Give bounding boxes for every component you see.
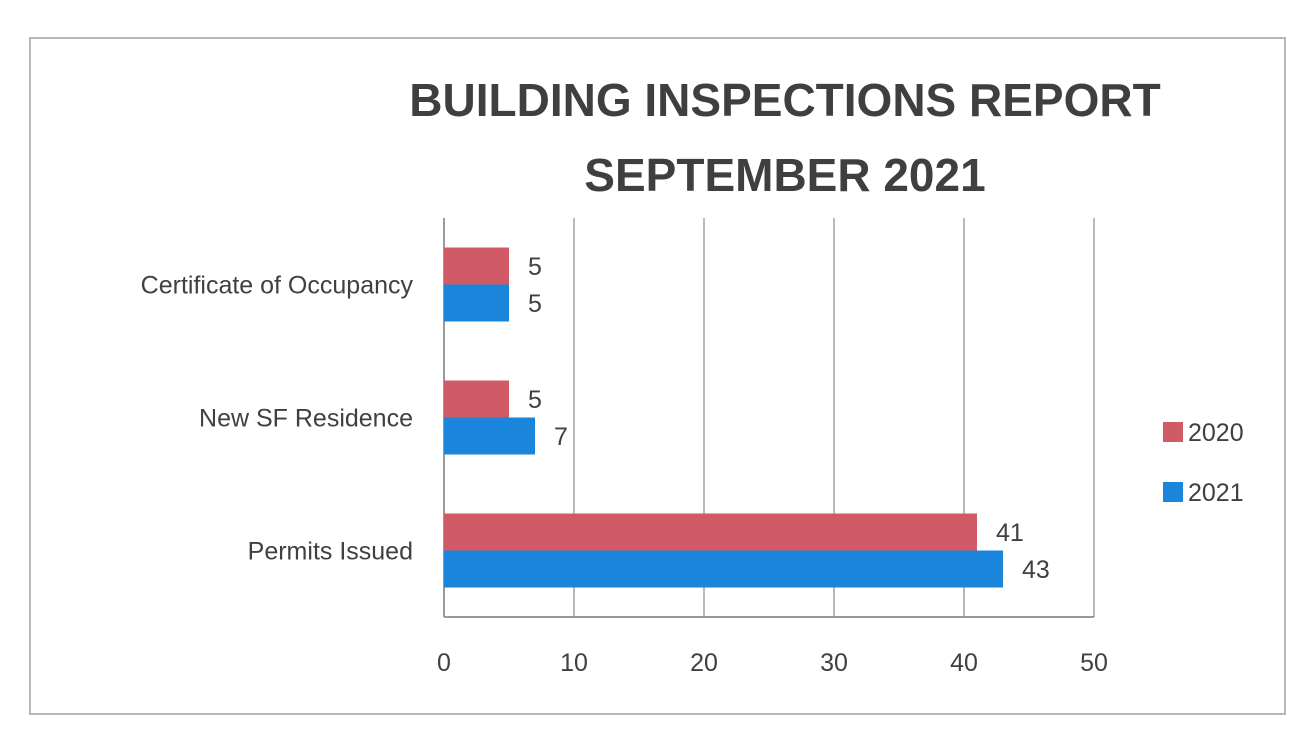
data-label: 5 <box>528 253 542 281</box>
legend-label: 2020 <box>1188 419 1244 447</box>
bar-2020-1 <box>444 380 509 418</box>
data-label: 41 <box>996 519 1024 547</box>
data-label: 43 <box>1022 556 1050 584</box>
chart-title-line-2: SEPTEMBER 2021 <box>584 149 986 201</box>
legend: 2020 2021 <box>1163 419 1244 507</box>
x-tick-label: 30 <box>820 649 848 677</box>
x-tick-label: 20 <box>690 649 718 677</box>
bar-2020-2 <box>444 513 977 551</box>
data-label: 5 <box>528 290 542 318</box>
chart-title-line-1: BUILDING INSPECTIONS REPORT <box>409 74 1161 126</box>
legend-label: 2021 <box>1188 479 1244 507</box>
bars <box>444 247 1003 588</box>
x-tick-label: 0 <box>437 649 451 677</box>
bar-2021-2 <box>444 550 1003 588</box>
data-label: 5 <box>528 386 542 414</box>
bar-2021-1 <box>444 417 535 455</box>
bar-2021-0 <box>444 284 509 322</box>
x-tick-labels: 0 10 20 30 40 50 <box>437 649 1108 677</box>
category-label: New SF Residence <box>199 405 413 433</box>
x-tick-label: 40 <box>950 649 978 677</box>
category-labels: Certificate of Occupancy New SF Residence… <box>141 272 414 566</box>
legend-swatch-2021 <box>1163 482 1183 502</box>
x-tick-label: 10 <box>560 649 588 677</box>
data-label: 7 <box>554 423 568 451</box>
chart-frame <box>29 37 1286 715</box>
bar-2020-0 <box>444 247 509 285</box>
category-label: Permits Issued <box>248 538 413 566</box>
x-tick-label: 50 <box>1080 649 1108 677</box>
legend-swatch-2020 <box>1163 422 1183 442</box>
category-label: Certificate of Occupancy <box>141 272 414 300</box>
